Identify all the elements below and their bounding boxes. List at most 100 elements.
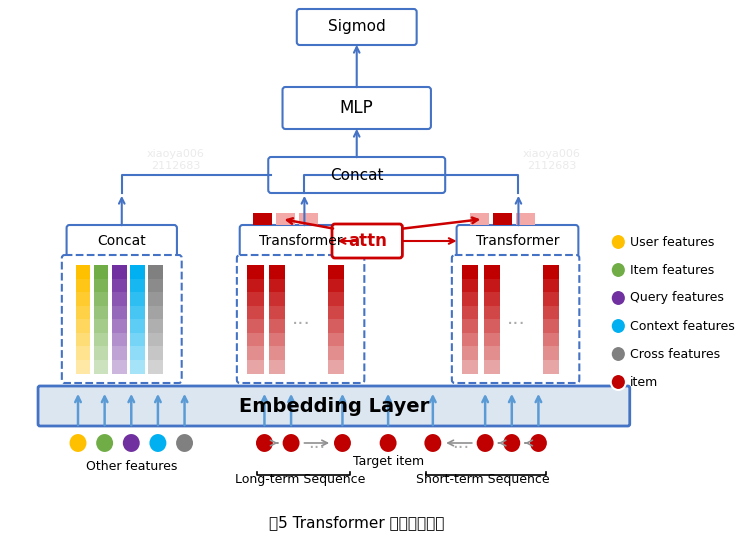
Bar — [76, 360, 90, 374]
Bar — [94, 292, 109, 306]
Bar — [148, 306, 163, 320]
Bar — [130, 265, 145, 279]
FancyBboxPatch shape — [457, 225, 578, 257]
Bar — [328, 346, 344, 360]
Bar — [543, 333, 560, 347]
Text: Sigmod: Sigmod — [328, 19, 386, 34]
Bar — [543, 319, 560, 333]
Bar — [148, 265, 163, 279]
Bar — [130, 360, 145, 374]
Circle shape — [148, 433, 167, 453]
Bar — [515, 213, 535, 225]
FancyBboxPatch shape — [283, 87, 431, 129]
Bar — [248, 360, 263, 374]
Text: Transformer: Transformer — [259, 234, 342, 248]
Bar — [269, 292, 286, 306]
Bar — [130, 292, 145, 306]
Bar — [148, 292, 163, 306]
Bar — [130, 333, 145, 347]
Bar — [484, 279, 500, 293]
Bar — [462, 346, 478, 360]
Bar — [112, 333, 127, 347]
Text: xiaoya006
2112683: xiaoya006 2112683 — [147, 149, 205, 171]
Bar — [328, 265, 344, 279]
Bar — [269, 265, 286, 279]
Text: Query features: Query features — [630, 292, 724, 305]
Bar — [76, 292, 90, 306]
Bar — [543, 279, 560, 293]
Bar — [94, 265, 109, 279]
Bar — [484, 265, 500, 279]
Bar — [148, 346, 163, 360]
Bar — [462, 333, 478, 347]
Bar — [484, 319, 500, 333]
Circle shape — [610, 262, 626, 278]
Bar — [148, 360, 163, 374]
Bar — [148, 333, 163, 347]
Bar — [269, 306, 286, 320]
FancyBboxPatch shape — [240, 225, 362, 257]
Bar — [462, 279, 478, 293]
Text: Item features: Item features — [630, 264, 714, 277]
Bar — [130, 319, 145, 333]
Bar — [484, 360, 500, 374]
Bar — [328, 279, 344, 293]
Bar — [484, 333, 500, 347]
Text: Transformer: Transformer — [476, 234, 560, 248]
Bar — [112, 360, 127, 374]
Text: Cross features: Cross features — [630, 348, 720, 361]
Bar — [130, 306, 145, 320]
Bar — [462, 306, 478, 320]
Bar — [462, 265, 478, 279]
Circle shape — [529, 433, 548, 453]
Circle shape — [610, 234, 626, 250]
Text: MLP: MLP — [340, 99, 374, 117]
Text: Other features: Other features — [86, 460, 177, 473]
Circle shape — [68, 433, 88, 453]
Bar — [462, 319, 478, 333]
Bar — [76, 265, 90, 279]
Text: 图5 Transformer 行为序列建模: 图5 Transformer 行为序列建模 — [269, 515, 445, 530]
Bar — [76, 346, 90, 360]
Bar — [298, 213, 318, 225]
Bar — [94, 346, 109, 360]
Bar — [328, 319, 344, 333]
Text: attn: attn — [348, 232, 387, 250]
FancyBboxPatch shape — [268, 157, 446, 193]
Circle shape — [175, 433, 194, 453]
Bar — [253, 213, 272, 225]
Bar — [484, 292, 500, 306]
Bar — [269, 346, 286, 360]
Bar — [248, 306, 263, 320]
FancyBboxPatch shape — [62, 255, 182, 383]
Bar — [76, 319, 90, 333]
Bar — [248, 346, 263, 360]
Bar — [94, 319, 109, 333]
Bar — [543, 306, 560, 320]
Bar — [269, 333, 286, 347]
Text: Context features: Context features — [630, 320, 734, 333]
Bar — [276, 213, 295, 225]
Bar — [94, 279, 109, 293]
Bar — [462, 360, 478, 374]
Bar — [470, 213, 489, 225]
Bar — [76, 333, 90, 347]
Circle shape — [281, 433, 301, 453]
Bar — [543, 292, 560, 306]
Circle shape — [610, 374, 626, 390]
Bar — [112, 346, 127, 360]
Text: Target item: Target item — [352, 455, 424, 468]
Bar — [269, 279, 286, 293]
Bar — [94, 333, 109, 347]
Bar — [112, 319, 127, 333]
Text: xiaoya006
2112683: xiaoya006 2112683 — [523, 149, 580, 171]
Circle shape — [476, 433, 495, 453]
Bar — [112, 306, 127, 320]
Bar — [328, 306, 344, 320]
Bar — [543, 360, 560, 374]
Bar — [248, 319, 263, 333]
Circle shape — [610, 346, 626, 362]
Bar — [328, 360, 344, 374]
Circle shape — [95, 433, 114, 453]
Circle shape — [423, 433, 442, 453]
